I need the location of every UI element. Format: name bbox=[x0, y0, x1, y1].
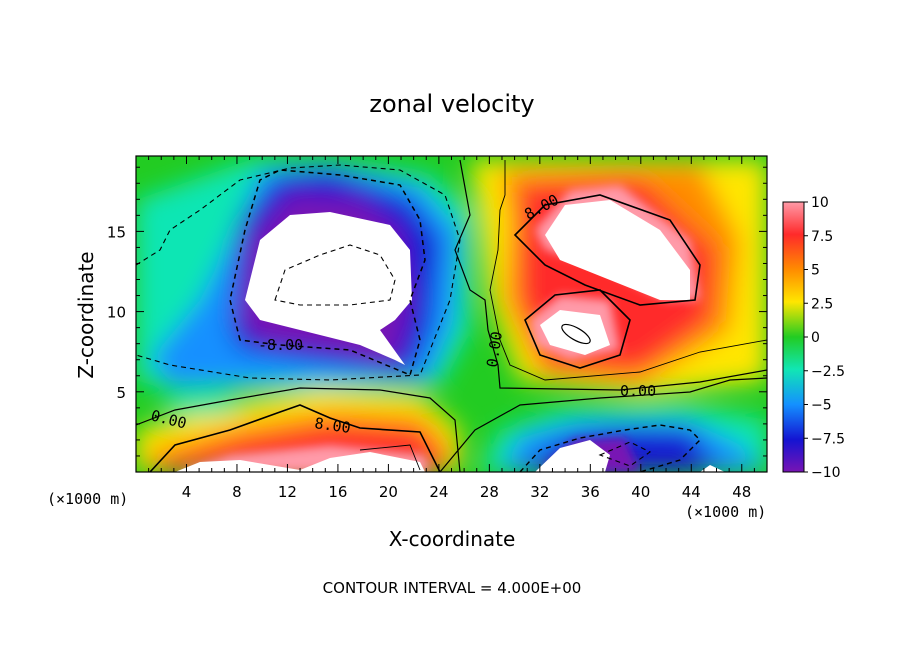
contour-label: 0.00 bbox=[620, 382, 656, 400]
colorbar-ticks: 10 7.5 5 2.5 0 −2.5 −5 −7.5 −10 bbox=[804, 195, 845, 481]
y-tick-label: 10 bbox=[107, 304, 126, 322]
x-tick-label: 20 bbox=[379, 483, 398, 501]
x-unit-right: (×1000 m) bbox=[685, 503, 766, 521]
colorbar-tick-label: −10 bbox=[811, 465, 841, 481]
y-ticks: 5 10 15 bbox=[107, 166, 767, 457]
x-tick-label: 28 bbox=[480, 483, 499, 501]
colorbar-tick-label: −7.5 bbox=[811, 431, 845, 447]
colorbar-tick-label: −5 bbox=[811, 398, 832, 414]
x-ticks: 4 8 12 16 20 24 28 32 36 40 44 48 bbox=[148, 156, 755, 501]
colorbar bbox=[782, 201, 805, 473]
x-tick-label: 40 bbox=[631, 483, 650, 501]
x-tick-label: 24 bbox=[429, 483, 448, 501]
x-axis-label: X-coordinate bbox=[389, 527, 516, 551]
x-tick-label: 16 bbox=[328, 483, 347, 501]
contour-interval-note: CONTOUR INTERVAL = 4.000E+00 bbox=[323, 579, 582, 597]
x-unit-left: (×1000 m) bbox=[47, 490, 128, 508]
colorbar-tick-label: 5 bbox=[811, 263, 820, 279]
heatmap-field: 8.00 0.00 0.00 0.00 -8.00 8.00 bbox=[136, 156, 767, 472]
x-tick-label: 8 bbox=[232, 483, 242, 501]
contour-label: -8.00 bbox=[258, 336, 303, 354]
chart-title: zonal velocity bbox=[369, 90, 534, 118]
colorbar-tick-label: 7.5 bbox=[811, 229, 833, 245]
colorbar-tick-label: 0 bbox=[811, 330, 820, 346]
contour-label: 0.00 bbox=[483, 330, 506, 368]
x-tick-label: 44 bbox=[682, 483, 701, 501]
y-tick-label: 5 bbox=[116, 384, 126, 402]
x-tick-label: 32 bbox=[530, 483, 549, 501]
colorbar-tick-label: 10 bbox=[811, 195, 829, 211]
colorbar-tick-label: 2.5 bbox=[811, 296, 833, 312]
x-tick-label: 36 bbox=[581, 483, 600, 501]
x-tick-label: 48 bbox=[732, 483, 751, 501]
y-axis-label: Z-coordinate bbox=[74, 251, 98, 378]
contour-label: 8.00 bbox=[313, 414, 351, 437]
x-tick-label: 4 bbox=[182, 483, 192, 501]
y-tick-label: 15 bbox=[107, 223, 126, 241]
colorbar-tick-label: −2.5 bbox=[811, 364, 845, 380]
x-tick-label: 12 bbox=[278, 483, 297, 501]
